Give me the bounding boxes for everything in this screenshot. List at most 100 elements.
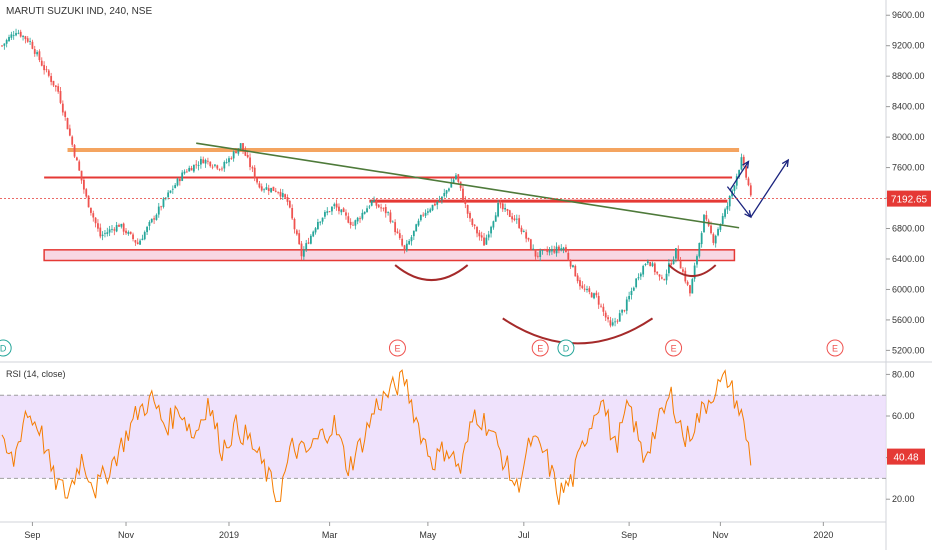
candle-body[interactable] [251, 167, 254, 169]
candle-body[interactable] [111, 228, 113, 230]
candle-body[interactable] [485, 237, 488, 245]
candle-body[interactable] [164, 197, 167, 199]
projection-arrow-up-short[interactable] [729, 161, 750, 191]
candle-body[interactable] [197, 165, 200, 166]
candle-body[interactable] [579, 280, 581, 287]
candle-body[interactable] [331, 206, 333, 212]
candle-body[interactable] [270, 187, 272, 193]
candle-body[interactable] [724, 209, 726, 217]
candle-body[interactable] [436, 202, 439, 205]
candle-body[interactable] [560, 248, 563, 251]
candle-body[interactable] [476, 227, 478, 234]
candle-body[interactable] [258, 183, 261, 188]
candle-body[interactable] [342, 208, 345, 212]
candle-body[interactable] [543, 249, 546, 251]
candle-body[interactable] [487, 234, 490, 238]
candle-body[interactable] [412, 230, 415, 237]
candle-body[interactable] [480, 235, 483, 238]
candle-body[interactable] [113, 229, 116, 231]
candle-body[interactable] [415, 224, 418, 232]
candle-body[interactable] [85, 189, 88, 197]
candle-body[interactable] [574, 265, 577, 277]
candle-body[interactable] [211, 166, 214, 168]
candle-body[interactable] [389, 212, 392, 222]
candle-body[interactable] [710, 225, 712, 234]
candle-body[interactable] [670, 263, 673, 265]
candle-body[interactable] [153, 218, 155, 220]
head-arc[interactable] [502, 317, 654, 345]
candle-body[interactable] [443, 193, 446, 197]
candle-body[interactable] [637, 277, 640, 279]
candle-body[interactable] [455, 175, 457, 180]
candle-body[interactable] [359, 218, 361, 220]
candle-body[interactable] [136, 242, 139, 245]
candle-body[interactable] [630, 290, 633, 296]
candle-body[interactable] [749, 185, 752, 196]
candle-body[interactable] [740, 157, 743, 170]
candle-body[interactable] [3, 43, 6, 46]
candle-body[interactable] [387, 212, 389, 213]
candle-body[interactable] [483, 237, 485, 246]
candle-body[interactable] [377, 204, 380, 208]
candle-body[interactable] [466, 205, 469, 214]
projection-arrow-up-long[interactable] [750, 159, 789, 218]
candle-body[interactable] [586, 288, 588, 291]
candle-body[interactable] [47, 70, 50, 76]
candle-body[interactable] [19, 31, 22, 37]
candle-body[interactable] [583, 288, 586, 290]
candle-body[interactable] [408, 241, 411, 245]
candle-body[interactable] [78, 161, 81, 171]
candle-body[interactable] [541, 249, 544, 251]
candle-body[interactable] [611, 322, 614, 326]
candle-body[interactable] [218, 168, 221, 170]
candle-body[interactable] [40, 60, 43, 66]
candle-body[interactable] [242, 143, 244, 151]
candle-body[interactable] [160, 206, 163, 208]
candle-body[interactable] [618, 313, 621, 322]
candle-body[interactable] [61, 103, 64, 113]
candle-body[interactable] [68, 128, 71, 136]
trendline-descending[interactable] [196, 142, 740, 229]
candle-body[interactable] [59, 91, 62, 103]
candle-body[interactable] [71, 136, 74, 145]
candle-body[interactable] [190, 167, 193, 171]
candle-body[interactable] [417, 220, 420, 226]
candle-body[interactable] [394, 222, 397, 233]
candle-body[interactable] [614, 321, 616, 323]
candle-body[interactable] [232, 151, 235, 159]
candle-body[interactable] [555, 246, 558, 254]
candle-body[interactable] [87, 195, 90, 208]
candle-body[interactable] [228, 158, 230, 163]
candle-body[interactable] [54, 85, 57, 88]
candle-body[interactable] [146, 226, 148, 233]
candle-body[interactable] [139, 240, 141, 245]
candle-body[interactable] [73, 145, 76, 157]
candle-body[interactable] [499, 203, 502, 205]
candle-body[interactable] [513, 218, 516, 221]
candle-body[interactable] [45, 69, 48, 71]
candle-body[interactable] [506, 209, 509, 211]
candle-body[interactable] [253, 167, 256, 179]
candle-body[interactable] [291, 207, 294, 219]
candle-body[interactable] [295, 230, 298, 235]
candle-body[interactable] [209, 161, 212, 167]
candle-body[interactable] [576, 275, 579, 282]
candle-body[interactable] [532, 248, 535, 250]
candle-body[interactable] [478, 232, 481, 237]
candle-body[interactable] [83, 179, 85, 190]
candle-body[interactable] [700, 233, 703, 245]
candle-body[interactable] [497, 203, 499, 217]
candle-body[interactable] [8, 37, 10, 41]
candle-body[interactable] [520, 227, 523, 232]
candle-body[interactable] [424, 212, 427, 216]
candle-body[interactable] [689, 285, 691, 294]
candle-body[interactable] [317, 221, 319, 230]
candle-body[interactable] [558, 246, 560, 250]
candle-body[interactable] [5, 40, 8, 44]
candle-body[interactable] [691, 279, 694, 294]
candle-body[interactable] [448, 188, 450, 191]
candle-body[interactable] [660, 277, 663, 279]
candle-body[interactable] [363, 211, 366, 214]
candle-body[interactable] [714, 235, 717, 244]
candle-body[interactable] [518, 218, 521, 228]
